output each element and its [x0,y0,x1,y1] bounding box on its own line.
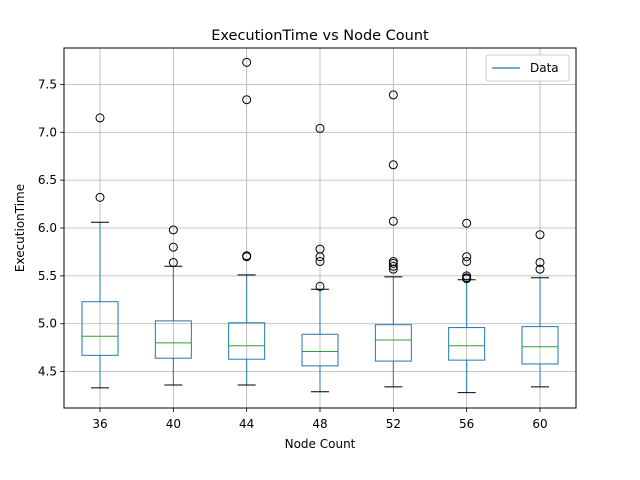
outlier-point [315,123,325,133]
box-group-44 [228,57,266,386]
box-group-36 [81,113,119,389]
outlier-point [462,218,472,228]
box-group-48 [301,123,339,393]
box-group-60 [521,230,559,388]
outlier-point [388,261,398,271]
outlier-point [168,225,178,235]
y-tick-label: 5.0 [38,317,57,331]
legend-entry-data: Data [530,61,559,75]
ticks: 4.5 5.0 5.5 6.0 6.5 7.0 7.5 36 40 44 48 52 56 60 [38,77,548,431]
outlier-point [168,242,178,252]
outlier-point [242,251,252,261]
grid [64,48,576,408]
iqr-box [448,327,486,361]
y-tick-label: 4.5 [38,365,57,379]
outlier-point [315,281,325,291]
x-tick-label: 36 [92,417,107,431]
x-axis-label: Node Count [285,437,356,451]
outlier-point [535,230,545,240]
box-group-52 [374,90,412,388]
x-tick-label: 48 [312,417,327,431]
outlier-point [462,257,472,267]
x-tick-label: 44 [239,417,254,431]
outlier-point [535,257,545,267]
iqr-box [374,324,412,362]
y-axis-label: ExecutionTime [13,184,27,272]
outlier-point [95,113,105,123]
legend-frame [485,54,570,82]
box-group-56 [448,218,486,394]
y-tick-label: 7.0 [38,125,57,139]
box-group-40 [154,225,192,386]
outlier-point [388,90,398,100]
x-tick-label: 56 [459,417,474,431]
outlier-point [242,57,252,67]
y-tick-label: 7.5 [38,77,57,91]
outlier-point [462,271,472,281]
outlier-point [242,95,252,105]
legend: Data [485,54,570,82]
x-tick-label: 40 [166,417,181,431]
outlier-point [315,257,325,267]
x-tick-label: 60 [532,417,547,431]
y-tick-label: 6.0 [38,221,57,235]
iqr-box [521,326,559,365]
outlier-point [95,192,105,202]
y-tick-label: 6.5 [38,173,57,187]
x-tick-label: 52 [386,417,401,431]
boxes [81,57,559,394]
y-tick-label: 5.5 [38,269,57,283]
iqr-box [228,322,266,360]
outlier-point [388,216,398,226]
chart-title: ExecutionTime vs Node Count [211,28,429,44]
outlier-point [388,257,398,267]
outlier-point [388,160,398,170]
iqr-box [154,320,192,359]
iqr-box [81,301,119,356]
outlier-point [315,244,325,254]
iqr-box [301,333,339,367]
outlier-point [535,264,545,274]
outlier-point [462,252,472,262]
outlier-point [168,257,178,267]
